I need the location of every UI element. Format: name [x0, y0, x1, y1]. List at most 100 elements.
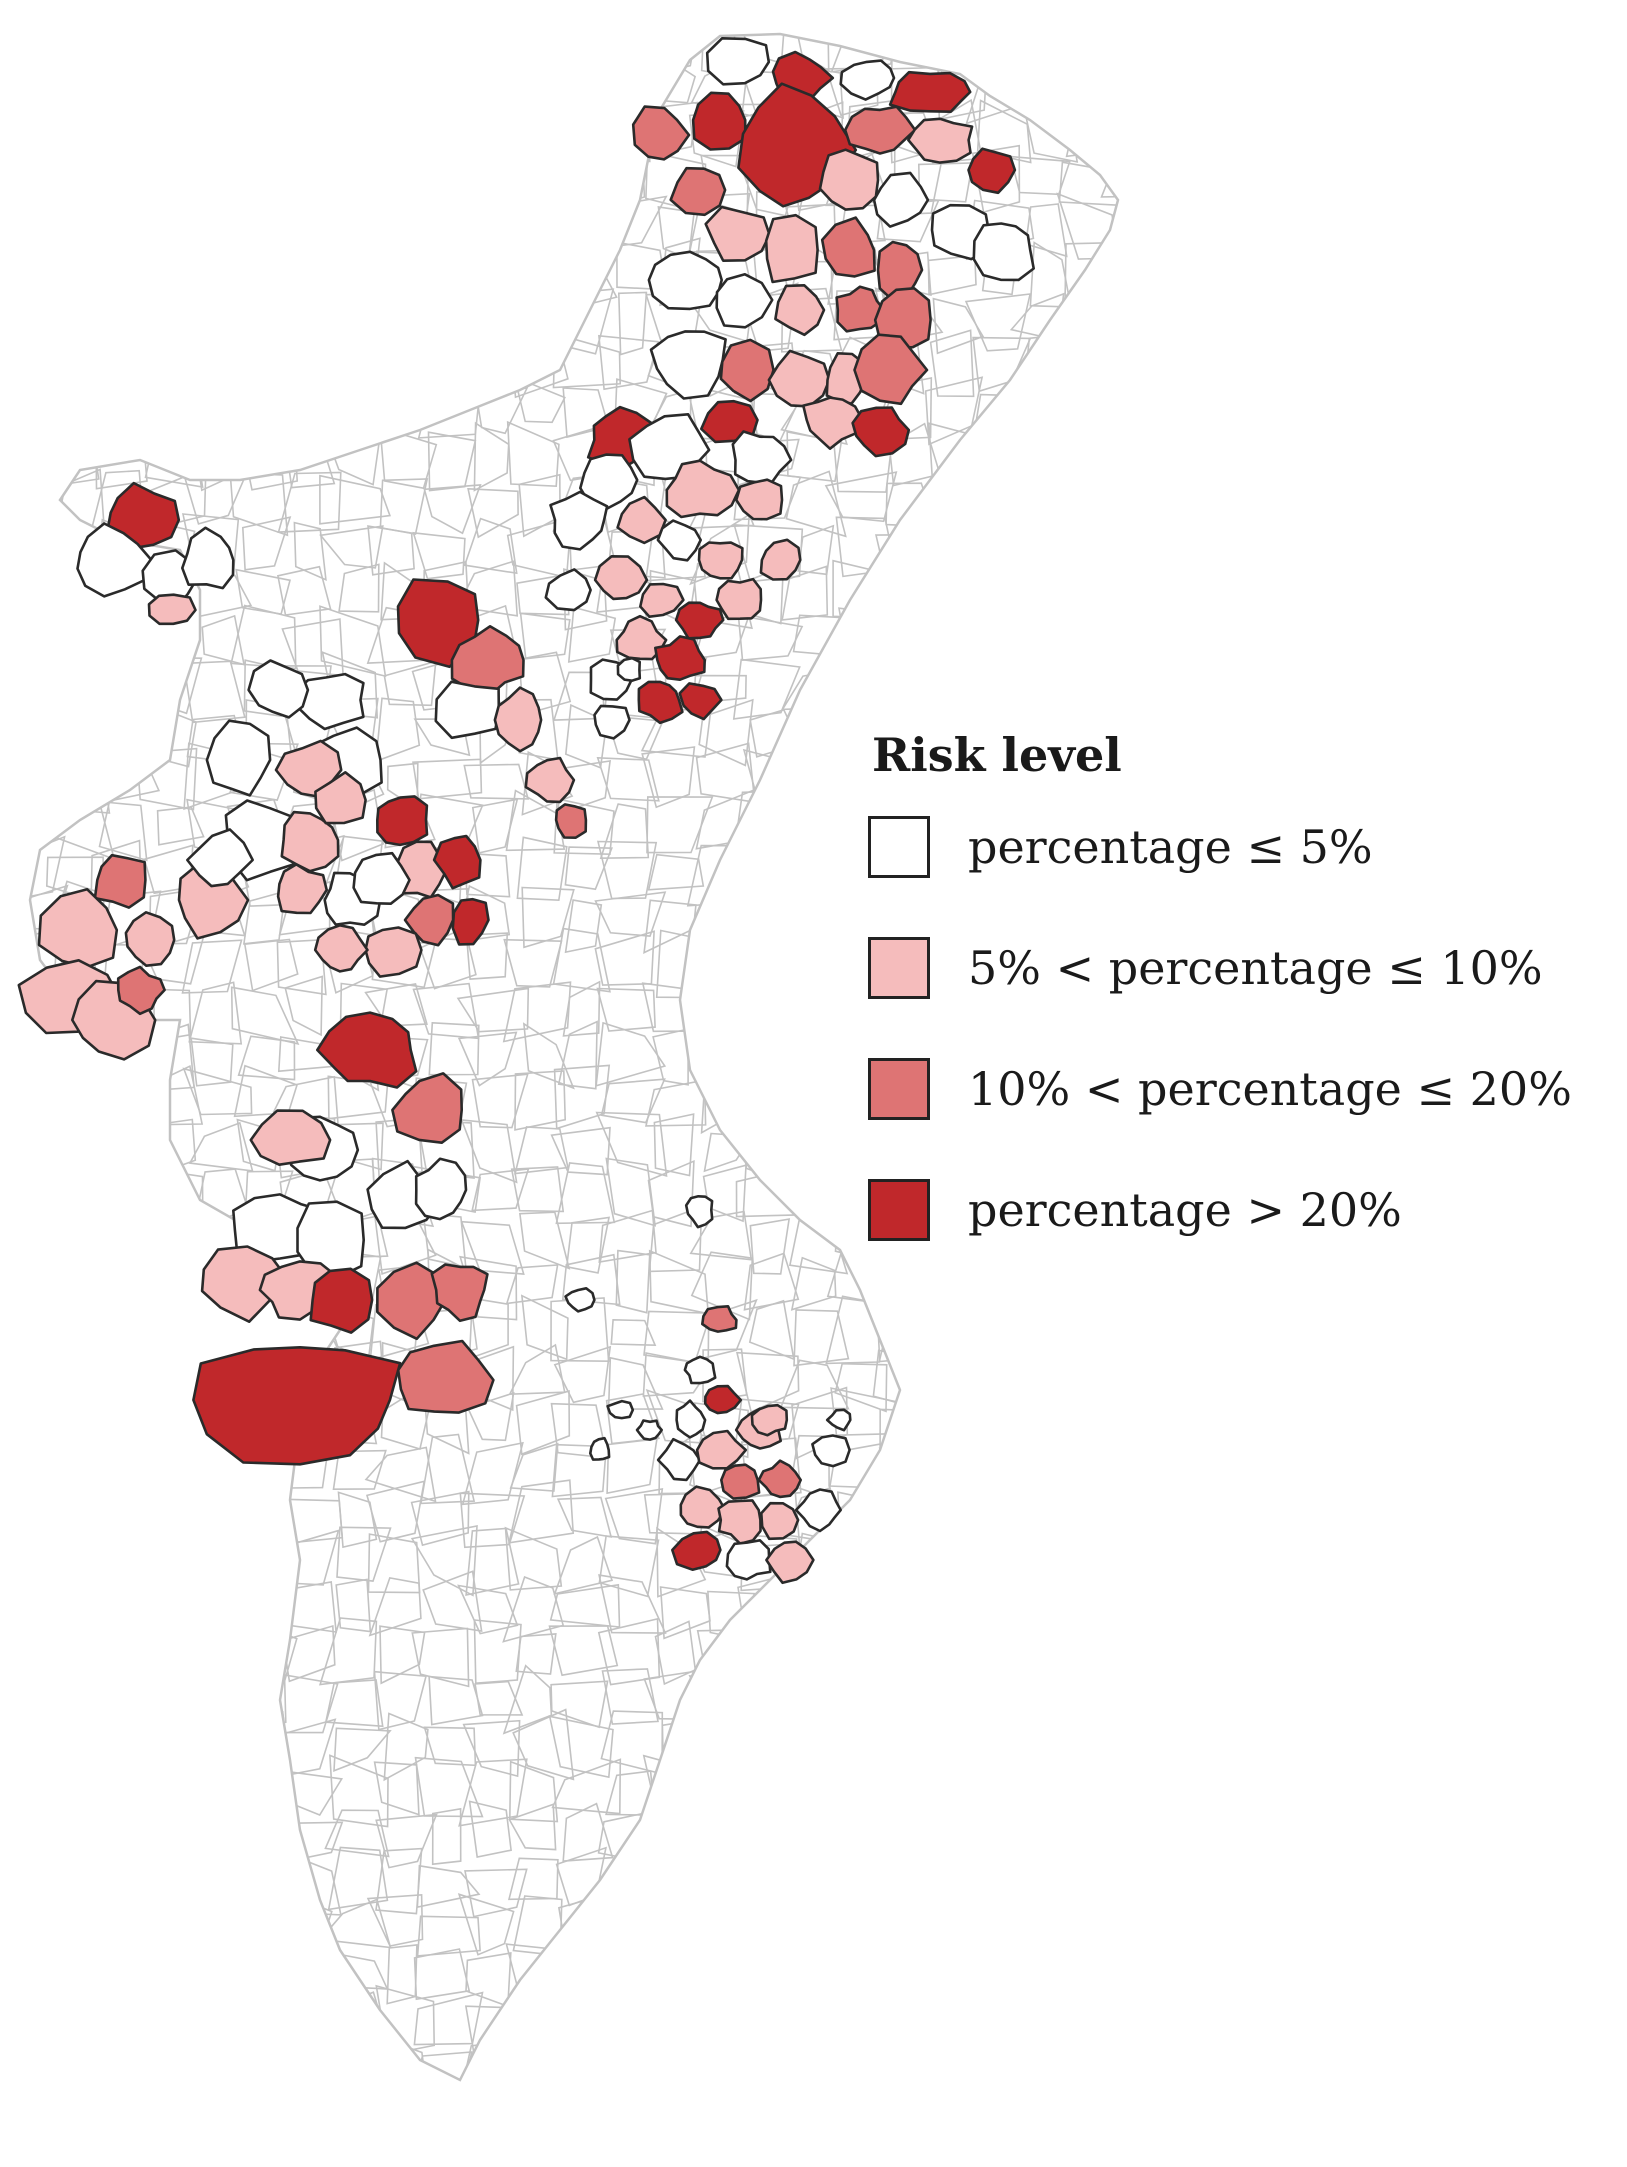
base-municipality	[687, 2077, 741, 2080]
municipality-moderate	[280, 810, 340, 873]
base-municipality	[691, 1758, 759, 1817]
base-municipality	[44, 1215, 115, 1264]
base-municipality	[65, 2039, 115, 2080]
base-municipality	[551, 1758, 622, 1815]
municipality-low	[352, 851, 411, 905]
base-municipality	[1074, 1444, 1118, 1488]
base-municipality	[45, 709, 114, 753]
municipality-moderate	[524, 756, 576, 804]
base-municipality	[30, 1074, 70, 1132]
base-municipality	[181, 332, 245, 388]
base-municipality	[1055, 1761, 1118, 1828]
base-municipality	[744, 1711, 799, 1782]
base-municipality	[828, 1665, 892, 1727]
base-municipality	[324, 1679, 384, 1728]
base-municipality	[379, 249, 430, 303]
base-municipality	[156, 806, 205, 846]
base-municipality	[137, 99, 205, 155]
base-municipality	[43, 1260, 116, 1320]
base-municipality	[30, 567, 67, 621]
base-municipality	[802, 1949, 845, 1998]
base-municipality	[596, 756, 660, 802]
base-municipality	[971, 393, 1034, 442]
base-municipality	[144, 421, 204, 488]
base-municipality	[368, 153, 430, 218]
base-municipality	[963, 1953, 1027, 1998]
base-municipality	[190, 1037, 234, 1087]
base-municipality	[548, 1715, 614, 1779]
municipality-high	[554, 803, 588, 839]
base-municipality	[737, 614, 804, 661]
base-municipality	[784, 702, 833, 760]
municipality-moderate	[735, 478, 784, 521]
base-municipality	[749, 1991, 799, 2056]
base-municipality	[463, 517, 518, 575]
base-municipality	[921, 1353, 976, 1414]
base-municipality	[230, 1711, 290, 1776]
base-municipality	[964, 466, 1024, 532]
base-municipality	[929, 329, 975, 398]
base-municipality	[830, 1849, 897, 1907]
base-municipality	[562, 980, 601, 1037]
base-municipality	[30, 1664, 60, 1722]
base-municipality	[30, 1399, 57, 1454]
base-municipality	[1015, 2092, 1068, 2140]
base-municipality	[101, 1179, 147, 1208]
base-municipality	[1064, 1846, 1118, 1917]
base-municipality	[51, 1579, 113, 1640]
base-municipality	[431, 1807, 462, 1866]
municipality-low	[564, 1287, 596, 1313]
base-municipality	[281, 387, 343, 441]
base-municipality	[244, 1802, 290, 1872]
base-municipality	[230, 54, 289, 113]
base-municipality	[230, 347, 294, 395]
base-municipality	[30, 69, 69, 116]
base-municipality	[617, 291, 648, 356]
municipality-low	[684, 1195, 714, 1229]
base-municipality	[45, 1860, 109, 1908]
base-municipality	[1057, 528, 1118, 578]
base-municipality	[30, 1897, 67, 1958]
base-municipality	[340, 397, 382, 441]
base-municipality	[277, 333, 331, 391]
base-municipality	[94, 1398, 146, 1454]
base-municipality	[1109, 1309, 1118, 1363]
base-municipality	[98, 670, 147, 722]
base-municipality	[698, 698, 754, 767]
base-municipality	[520, 1294, 569, 1361]
base-municipality	[560, 1949, 605, 2010]
base-municipality	[384, 102, 434, 168]
municipality-moderate	[639, 582, 685, 618]
base-municipality	[30, 1993, 68, 2056]
base-municipality	[412, 758, 483, 800]
base-municipality	[979, 1485, 1035, 1547]
municipality-high	[701, 1305, 738, 1333]
base-municipality	[275, 1498, 344, 1543]
municipality-moderate	[760, 1501, 800, 1541]
base-municipality	[230, 986, 300, 1046]
base-municipality	[330, 297, 389, 353]
base-municipality	[191, 197, 249, 259]
base-municipality	[785, 470, 847, 538]
base-municipality	[148, 1662, 196, 1736]
municipality-moderate	[759, 538, 802, 581]
municipality-very-high	[106, 481, 181, 550]
base-municipality	[738, 1678, 806, 1734]
municipality-low	[825, 1408, 852, 1432]
base-municipality	[464, 1868, 528, 1918]
base-municipality	[245, 199, 299, 260]
base-municipality	[512, 283, 566, 342]
base-municipality	[98, 801, 148, 862]
base-municipality	[1008, 424, 1076, 478]
base-municipality	[189, 1443, 233, 1497]
base-municipality	[335, 1578, 372, 1633]
base-municipality	[414, 1756, 484, 1818]
base-municipality	[1061, 34, 1118, 69]
base-municipality	[366, 1893, 424, 1947]
base-municipality	[1122, 2086, 1170, 2143]
base-municipality	[101, 1488, 155, 1534]
base-municipality	[594, 1999, 660, 2056]
base-municipality	[145, 1896, 186, 1964]
base-municipality	[181, 1532, 242, 1591]
base-municipality	[1054, 2034, 1118, 2080]
